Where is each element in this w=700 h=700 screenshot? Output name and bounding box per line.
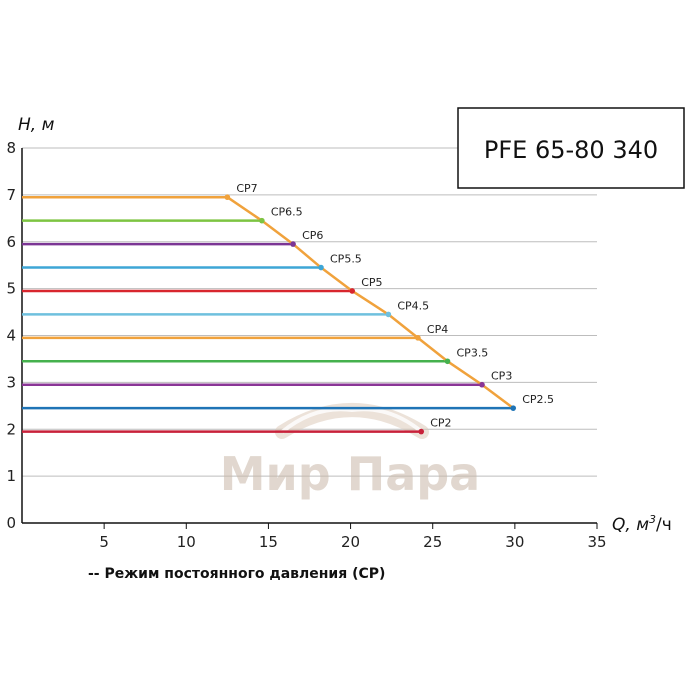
series-label-CP4: CP4 [427, 323, 448, 336]
watermark-arc-highlight [280, 407, 424, 434]
series-end-point-CP4 [415, 335, 421, 341]
model-title-box: PFE 65-80 340 [457, 107, 685, 189]
series-label-CP6: CP6 [302, 229, 323, 242]
series-end-point-CP5 [349, 288, 356, 294]
series-end-point-CP2 [418, 428, 425, 435]
series-lines [22, 195, 514, 433]
series-label-CP3: CP3 [491, 370, 512, 383]
series-end-point-CP3 [479, 381, 485, 388]
model-title-frame [457, 107, 685, 189]
x-tick-label: 5 [99, 533, 109, 551]
y-tick-label: 2 [6, 420, 16, 438]
watermark-text: Мир Пара [220, 447, 480, 501]
y-tick-label: 4 [6, 327, 16, 345]
y-tick-label: 3 [6, 373, 16, 391]
legend-note: -- Режим постоянного давления (CP) [88, 566, 385, 582]
model-title: PFE 65-80 340 [484, 136, 658, 164]
x-tick-label: 25 [423, 533, 442, 551]
y-tick-label: 0 [6, 514, 16, 532]
series-label-CP7: CP7 [236, 182, 257, 195]
series-label-CP3.5: CP3.5 [457, 346, 489, 359]
envelope-polyline [226, 196, 514, 410]
x-tick-label: 35 [587, 533, 606, 551]
x-tick-label: 20 [341, 533, 360, 551]
watermark-arc [275, 403, 429, 439]
grid-lines [22, 147, 597, 477]
y-tick-label: 1 [6, 467, 16, 485]
envelope-curve [226, 196, 514, 410]
series-end-point-CP4.5 [385, 311, 392, 318]
series-label-CP2: CP2 [430, 417, 451, 430]
x-tick-label: 30 [505, 533, 524, 551]
x-axis-unit-sup: 3 [649, 513, 656, 526]
series-end-point-CP5.5 [318, 264, 324, 271]
x-tick-label: 15 [259, 533, 278, 551]
y-axis-title: H, м [18, 115, 55, 135]
series-label-CP6.5: CP6.5 [271, 206, 303, 219]
y-tick-label: 8 [6, 139, 16, 157]
series-label-CP4.5: CP4.5 [397, 299, 429, 312]
series-end-point-CP3.5 [444, 358, 451, 365]
series-label-CP5.5: CP5.5 [330, 253, 362, 266]
watermark: Мир Пара [220, 403, 480, 501]
x-axis-title: Q, м3/ч [612, 513, 672, 535]
series-label-CP2.5: CP2.5 [522, 393, 554, 406]
y-tick-label: 5 [6, 280, 16, 298]
series-end-point-CP6.5 [259, 217, 265, 224]
y-tick-label: 6 [6, 233, 16, 251]
x-tick-label: 10 [177, 533, 196, 551]
x-axis-title-main: Q, м [612, 515, 649, 535]
series-label-CP5: CP5 [361, 276, 382, 289]
series-end-point-CP2.5 [510, 405, 517, 411]
series-end-point-CP6 [290, 241, 296, 247]
x-axis-unit-tail: /ч [656, 515, 672, 535]
axes: 0 1 2 3 4 5 6 7 8 5 10 15 20 25 30 35 [6, 139, 606, 551]
y-tick-label: 7 [6, 186, 16, 204]
series-end-point-CP7 [224, 194, 231, 201]
